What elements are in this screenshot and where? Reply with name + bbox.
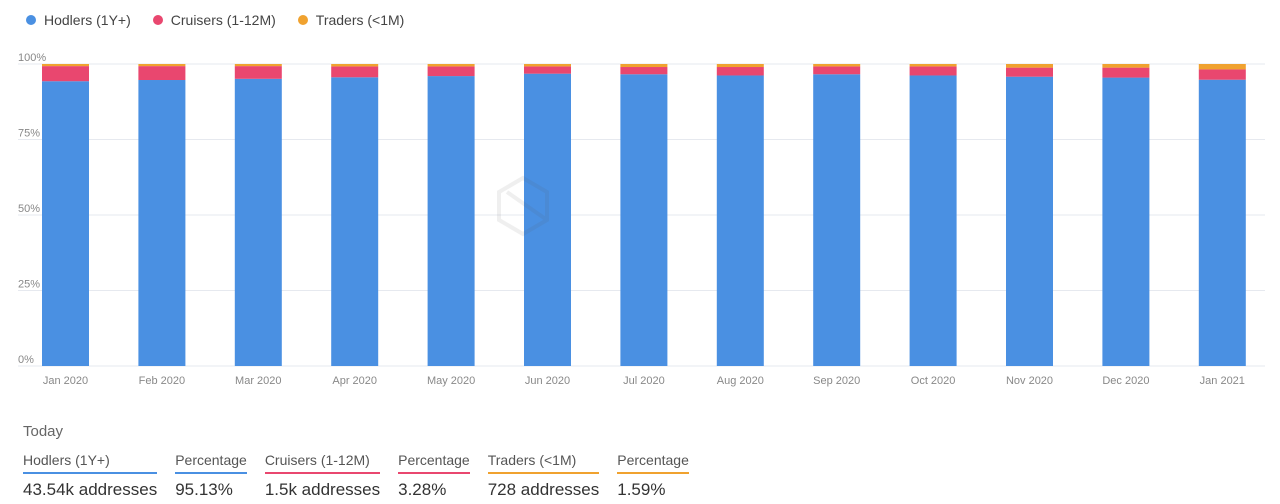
bar-segment-traders[interactable] (524, 64, 571, 67)
bar-segment-cruisers[interactable] (620, 67, 668, 75)
bar-segment-cruisers[interactable] (1102, 67, 1150, 78)
today-title: Today (23, 423, 64, 440)
legend-dot-hodlers (26, 15, 36, 25)
stat-label[interactable]: Percentage (398, 452, 470, 474)
bar-segment-traders[interactable] (1198, 64, 1246, 70)
bar-segment-cruisers[interactable] (813, 66, 861, 75)
bar-segment-traders[interactable] (716, 64, 764, 68)
x-tick-label: Jan 2020 (43, 375, 88, 387)
x-tick-label: Aug 2020 (717, 375, 764, 387)
x-tick-label: Jun 2020 (525, 375, 570, 387)
bar-segment-traders[interactable] (427, 64, 475, 67)
bar-segment-hodlers[interactable] (427, 76, 475, 366)
bar-segment-cruisers[interactable] (234, 66, 282, 79)
stat-label[interactable]: Percentage (175, 452, 247, 474)
bar-segment-traders[interactable] (1006, 64, 1053, 68)
stat-label[interactable]: Traders (<1M) (487, 452, 600, 474)
bar-segment-hodlers[interactable] (138, 80, 186, 367)
bar-segment-hodlers[interactable] (716, 75, 764, 366)
stat-value: 1.59% (617, 480, 666, 499)
bar-segment-traders[interactable] (234, 64, 282, 67)
legend-dot-traders (297, 15, 308, 25)
legend-label-cruisers: Cruisers (1-12M) (170, 12, 276, 28)
legend-item-traders[interactable]: Traders (<1M) (297, 12, 405, 28)
bar-segment-traders[interactable] (1102, 64, 1150, 68)
x-tick-label: Mar 2020 (235, 375, 281, 387)
stat-cruisers-percentage: Percentage 3.28% (398, 452, 470, 500)
x-tick-label: Feb 2020 (139, 375, 185, 387)
stat-hodlers-percentage: Percentage 95.13% (175, 452, 247, 500)
chart-legend: Hodlers (1Y+) Cruisers (1-12M) Traders (… (26, 12, 404, 28)
bar-segment-traders[interactable] (909, 64, 957, 67)
bar-segment-hodlers[interactable] (234, 78, 282, 366)
x-tick-label: May 2020 (427, 375, 475, 387)
legend-item-hodlers[interactable]: Hodlers (1Y+) (26, 12, 131, 28)
stat-value: 43.54k addresses (23, 480, 158, 499)
bar-segment-hodlers[interactable] (42, 81, 89, 367)
legend-dot-cruisers (152, 15, 163, 25)
bar-segment-traders[interactable] (138, 64, 186, 67)
y-tick-label: 100% (18, 52, 46, 64)
stat-value: 95.13% (175, 480, 233, 499)
stacked-bar-chart: 0% 25% 50% 75% 100% Jan 2020 Feb 2020 Mar 2020 A… (18, 52, 1265, 387)
x-tick-label: Jan 2021 (1200, 375, 1245, 387)
stat-traders-percentage: Percentage 1.59% (617, 452, 689, 500)
bar-segment-hodlers[interactable] (620, 74, 668, 366)
bar-segment-cruisers[interactable] (1198, 69, 1246, 80)
legend-item-cruisers[interactable]: Cruisers (1-12M) (152, 12, 276, 28)
bar-segment-traders[interactable] (42, 64, 89, 67)
x-tick-label: Nov 2020 (1006, 375, 1053, 387)
x-tick-label: Dec 2020 (1102, 375, 1149, 387)
y-tick-label: 75% (18, 128, 40, 140)
y-tick-label: 25% (18, 279, 40, 291)
bar-segment-cruisers[interactable] (42, 66, 89, 82)
stat-value: 3.28% (398, 480, 447, 499)
stat-traders-count: Traders (<1M) 728 addresses (487, 452, 600, 500)
bar-segment-hodlers[interactable] (1102, 77, 1150, 366)
bar-segment-hodlers[interactable] (813, 74, 861, 366)
bar-segment-hodlers[interactable] (1198, 79, 1246, 366)
legend-label-traders: Traders (<1M) (315, 12, 405, 28)
today-stats: Hodlers (1Y+) 43.54k addresses Percentage 9… (23, 452, 707, 500)
stat-value: 728 addresses (487, 480, 600, 499)
y-tick-label: 0% (18, 354, 34, 366)
y-tick-label: 50% (18, 203, 40, 215)
x-tick-label: Apr 2020 (332, 375, 377, 387)
legend-label-hodlers: Hodlers (1Y+) (44, 12, 131, 28)
stat-label[interactable]: Percentage (617, 452, 689, 474)
bar-segment-cruisers[interactable] (427, 66, 475, 77)
bar-segment-hodlers[interactable] (331, 77, 379, 367)
bar-segment-cruisers[interactable] (1006, 67, 1053, 77)
bar-segment-cruisers[interactable] (524, 66, 571, 74)
bar-segment-cruisers[interactable] (716, 67, 764, 76)
stat-label[interactable]: Hodlers (1Y+) (23, 452, 158, 474)
bar-segment-traders[interactable] (620, 64, 668, 68)
x-tick-label: Sep 2020 (813, 375, 860, 387)
bar-segment-cruisers[interactable] (331, 66, 379, 78)
bar-segment-hodlers[interactable] (524, 73, 571, 366)
watermark-logo-icon (497, 175, 549, 237)
stat-label[interactable]: Cruisers (1-12M) (264, 452, 381, 474)
bar-segment-cruisers[interactable] (909, 66, 957, 76)
bar-segment-cruisers[interactable] (138, 66, 186, 81)
stat-cruisers-count: Cruisers (1-12M) 1.5k addresses (264, 452, 381, 500)
stat-value: 1.5k addresses (264, 480, 381, 499)
bar-segment-traders[interactable] (331, 64, 379, 67)
bar-segment-hodlers[interactable] (909, 75, 957, 366)
bar-segment-hodlers[interactable] (1006, 76, 1053, 367)
x-tick-label: Jul 2020 (623, 375, 665, 387)
stat-hodlers-count: Hodlers (1Y+) 43.54k addresses (23, 452, 158, 500)
bar-segment-traders[interactable] (813, 64, 861, 67)
x-tick-label: Oct 2020 (911, 375, 956, 387)
